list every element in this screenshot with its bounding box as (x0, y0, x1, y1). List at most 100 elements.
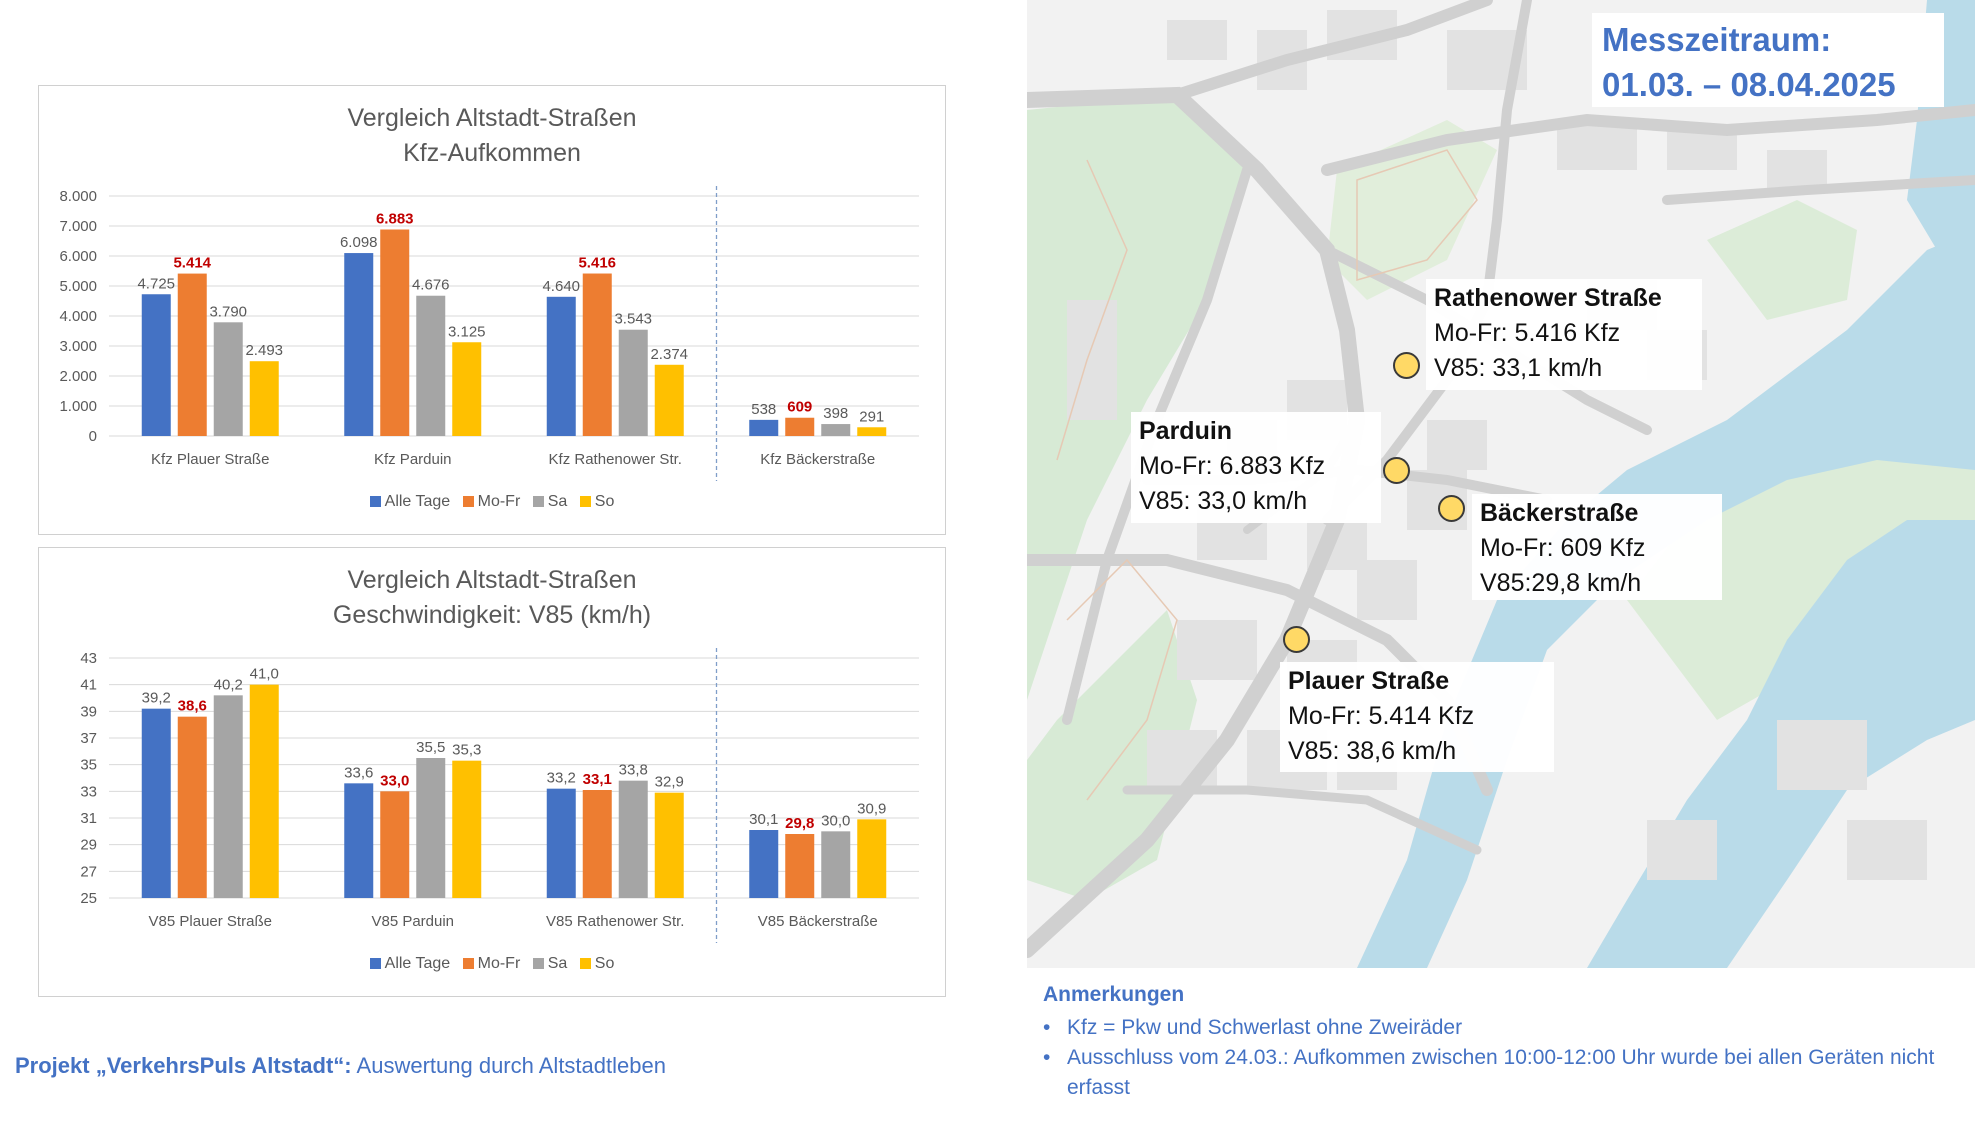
location-traffic: Mo-Fr: 5.414 Kfz (1288, 702, 1475, 730)
kfz-data-label: 4.640 (542, 278, 580, 295)
v85-data-label: 30,9 (857, 800, 886, 817)
kfz-bar (749, 419, 779, 436)
kfz-chart-plot: 8.000 7.000 6.000 5.000 4.000 3.000 2.000 1.000… (59, 186, 919, 481)
v85-bar (452, 760, 482, 898)
project-description: Auswertung durch Altstadtleben (351, 1053, 666, 1078)
counter-marker-plauer[interactable] (1283, 626, 1310, 653)
legend-item-sa: Sa (532, 493, 568, 511)
kfz-data-label: 3.543 (614, 311, 652, 328)
y-tick-label: 31 (80, 810, 97, 827)
kfz-chart-legend: Alle Tage Mo-Fr Sa So (39, 493, 945, 511)
v85-chart-title-line1: Vergleich Altstadt-Straßen (347, 566, 637, 594)
kfz-bar (380, 229, 410, 436)
v85-data-label: 33,1 (583, 771, 612, 788)
v85-bar (618, 780, 648, 898)
y-tick-label: 2.000 (59, 368, 97, 385)
legend-label: Mo-Fr (477, 493, 521, 510)
project-name: Projekt „VerkehrsPuls Altstadt“: (15, 1053, 352, 1078)
legend-label: So (594, 493, 615, 510)
v85-bar (821, 831, 851, 898)
counter-marker-rathenower[interactable] (1393, 352, 1420, 379)
location-label-parduin: Parduin Mo-Fr: 6.883 Kfz V85: 33,0 km/h (1131, 412, 1381, 523)
v85-chart-title-line2: Geschwindigkeit: V85 (km/h) (332, 601, 652, 629)
v85-data-label: 41,0 (250, 666, 279, 683)
v85-data-label: 32,9 (655, 774, 684, 791)
legend-label: Sa (547, 493, 568, 510)
x-category-label: V85 Plauer Straße (149, 913, 272, 930)
legend-swatch (532, 958, 544, 969)
x-category-label: V85 Rathenower Str. (546, 913, 684, 930)
v85-data-label: 33,0 (380, 772, 409, 789)
location-label-rathenower: Rathenower Straße Mo-Fr: 5.416 Kfz V85: … (1426, 279, 1702, 390)
notes-item: Ausschluss vom 24.03.: Aufkommen zwische… (1043, 1043, 1963, 1103)
counter-marker-parduin[interactable] (1383, 457, 1410, 484)
kfz-chart: Vergleich Altstadt-Straßen Kfz-Aufkommen… (38, 85, 946, 535)
notes-list: Kfz = Pkw und Schwerlast ohne Zweiräder … (1043, 1013, 1963, 1103)
v85-bar (654, 792, 684, 898)
kfz-data-label: 538 (751, 401, 776, 418)
location-traffic: Mo-Fr: 609 Kfz (1480, 534, 1646, 562)
v85-bar (380, 791, 410, 898)
kfz-data-label: 398 (823, 405, 848, 422)
x-category-label: Kfz Parduin (374, 451, 452, 468)
y-tick-label: 4.000 (59, 308, 97, 325)
legend-item-alle-tage: Alle Tage (369, 493, 451, 511)
y-tick-label: 33 (80, 783, 97, 800)
kfz-bar (141, 294, 171, 436)
street-map[interactable]: Messzeitraum: 01.03. – 08.04.2025 Rathen… (1027, 0, 1975, 968)
kfz-bar (344, 253, 374, 436)
legend-label: Sa (547, 955, 568, 972)
location-name: Parduin (1139, 417, 1233, 445)
legend-item-mo-fr: Mo-Fr (462, 955, 520, 973)
kfz-bar (618, 329, 648, 436)
legend-item-mo-fr: Mo-Fr (462, 493, 521, 511)
v85-bar (416, 758, 446, 898)
kfz-data-label: 6.098 (340, 234, 378, 251)
y-tick-label: 3.000 (59, 338, 97, 355)
v85-bar (344, 783, 374, 898)
y-tick-label: 1.000 (59, 398, 97, 415)
kfz-data-label: 291 (859, 408, 884, 425)
period-dates: 01.03. – 08.04.2025 (1602, 66, 1896, 103)
kfz-bar (654, 364, 684, 436)
v85-data-label: 35,5 (416, 739, 445, 756)
y-tick-label: 29 (80, 837, 97, 854)
location-name: Plauer Straße (1288, 667, 1450, 695)
legend-label: So (594, 955, 615, 972)
project-footer: Projekt „VerkehrsPuls Altstadt“: Auswert… (15, 1053, 666, 1079)
legend-item-sa: Sa (532, 955, 568, 973)
roads (1027, 0, 1975, 958)
kfz-bar (785, 417, 815, 436)
kfz-bar (177, 273, 207, 436)
counter-marker-baeckerstrasse[interactable] (1438, 495, 1465, 522)
kfz-bar (452, 342, 482, 436)
location-speed: V85: 33,0 km/h (1139, 487, 1308, 515)
v85-data-label: 30,0 (821, 812, 850, 829)
y-tick-label: 5.000 (59, 278, 97, 295)
location-traffic: Mo-Fr: 5.416 Kfz (1434, 319, 1621, 347)
notes-section: Anmerkungen Kfz = Pkw und Schwerlast ohn… (1043, 983, 1963, 1103)
v85-bar (749, 830, 779, 898)
legend-item-so: So (579, 955, 615, 973)
y-tick-label: 41 (80, 677, 97, 694)
v85-data-label: 40,2 (214, 676, 243, 693)
legend-label: Alle Tage (384, 493, 451, 510)
x-category-label: V85 Bäckerstraße (758, 913, 878, 930)
location-speed: V85: 38,6 km/h (1288, 737, 1457, 765)
footpaths (1056, 149, 1478, 801)
v85-bar (213, 695, 243, 898)
kfz-data-label: 3.125 (448, 323, 486, 340)
v85-chart-plot: 43 41 39 37 35 33 31 29 27 25 39,2 38,6 40,2 41,0 V85 … (80, 648, 919, 943)
x-category-label: V85 Parduin (371, 913, 454, 930)
period-heading: Messzeitraum: (1602, 21, 1832, 58)
v85-bar (546, 788, 576, 898)
v85-data-label: 38,6 (178, 698, 207, 715)
v85-data-label: 39,2 (142, 690, 171, 707)
v85-data-label: 33,6 (344, 764, 373, 781)
v85-chart-title: Vergleich Altstadt-Straßen Geschwindigke… (39, 563, 945, 633)
v85-bar (249, 684, 279, 898)
notes-heading: Anmerkungen (1043, 983, 1185, 1006)
legend-swatch (369, 496, 381, 507)
location-label-baeckerstrasse: Bäckerstraße Mo-Fr: 609 Kfz V85:29,8 km/… (1472, 494, 1722, 600)
v85-chart: Vergleich Altstadt-Straßen Geschwindigke… (38, 547, 946, 997)
